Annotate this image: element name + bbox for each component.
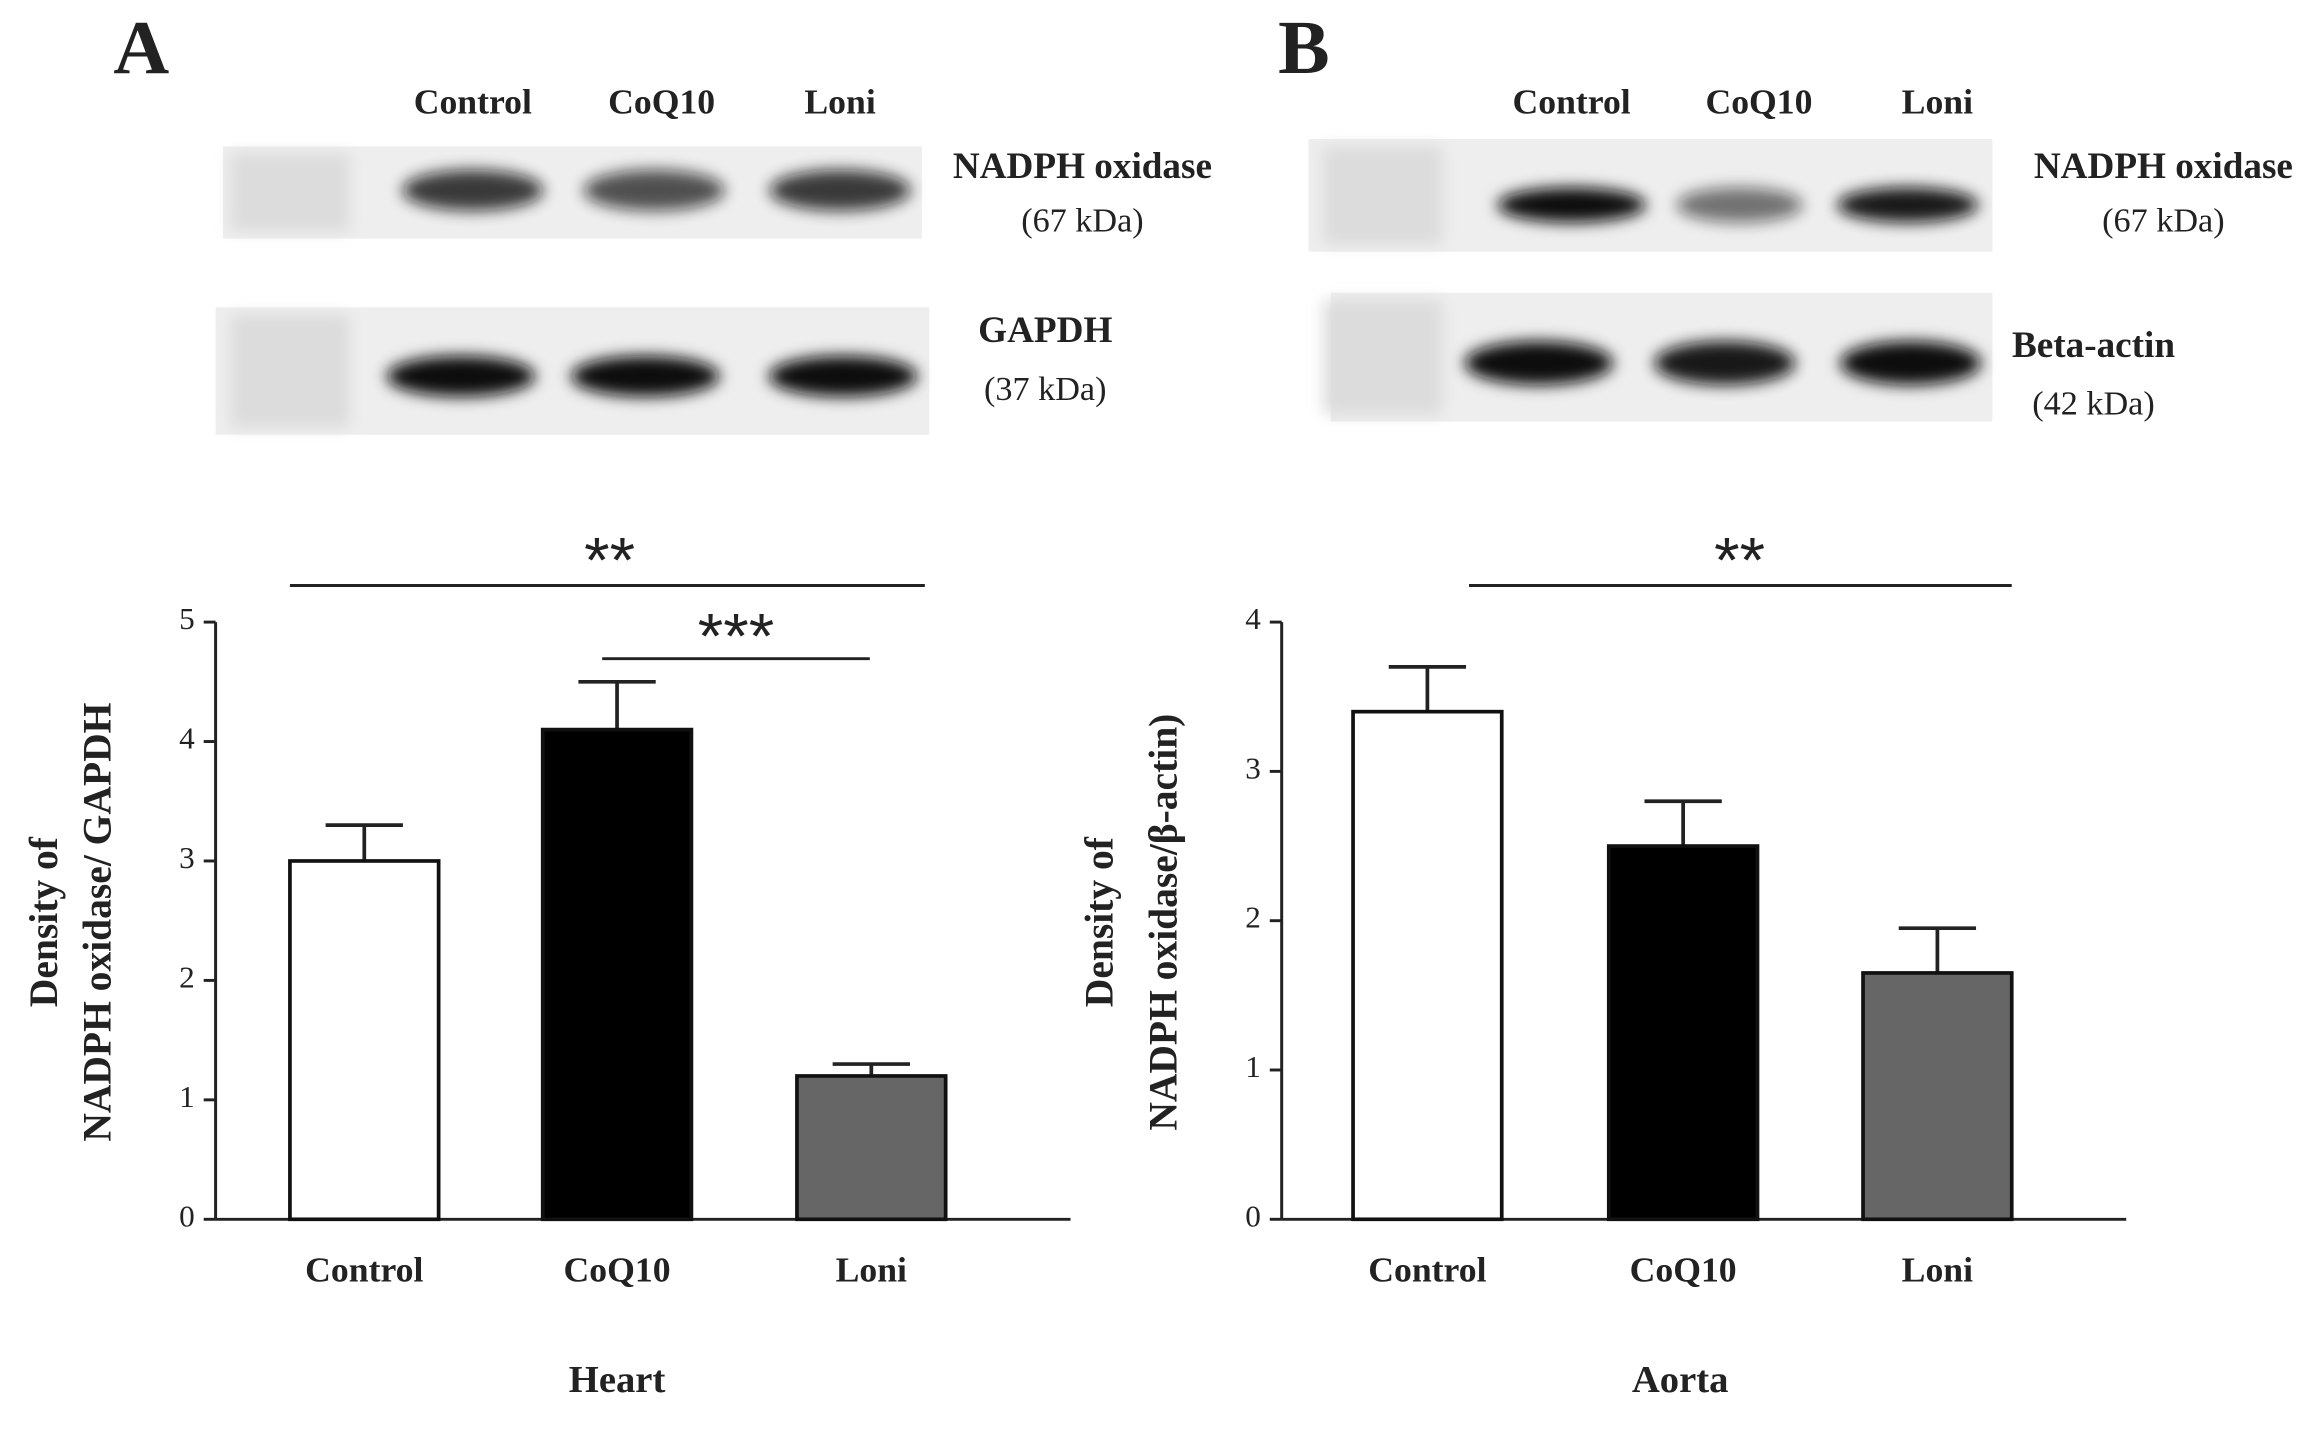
lane-label: Loni (1902, 82, 1974, 122)
lane-label: Control (414, 82, 532, 122)
blot-protein: Beta-actin (2012, 324, 2175, 365)
blot-blank-lane (230, 153, 350, 232)
y-tick-label: 2 (179, 960, 195, 995)
y-tick-label: 4 (1245, 601, 1261, 636)
y-tick-label: 2 (1245, 900, 1261, 935)
y-tick-label: 0 (1245, 1199, 1261, 1234)
y-axis-label: Density of (1077, 836, 1121, 1007)
significance-label: ** (1714, 523, 1765, 595)
blot-band (402, 169, 544, 211)
bar (288, 859, 441, 1222)
blot-band (1837, 187, 1979, 223)
x-tick-label: CoQ10 (1630, 1250, 1737, 1290)
blot-band (1464, 341, 1614, 385)
panel-letter: A (113, 6, 169, 90)
blot-band (1497, 187, 1646, 223)
blot-band (769, 169, 911, 211)
x-tick-label: Control (1368, 1250, 1486, 1290)
blot-band (570, 355, 720, 397)
blot-band (1839, 341, 1982, 385)
panel: A Control CoQ10 Loni NADPH oxidase (67 kDa) GA… (22, 6, 1212, 1401)
y-tick-label: 0 (179, 1199, 195, 1234)
blot-blank-lane (1323, 146, 1443, 245)
lane-label: CoQ10 (608, 82, 715, 122)
y-tick-label: 1 (179, 1079, 195, 1114)
x-tick-label: CoQ10 (564, 1250, 671, 1290)
x-tick-label: Loni (836, 1250, 908, 1290)
blot-protein: NADPH oxidase (2034, 145, 2293, 186)
bar (540, 727, 694, 1222)
y-tick-label: 1 (1245, 1049, 1261, 1084)
significance-label: ** (584, 523, 635, 595)
chart-title: Heart (569, 1359, 666, 1401)
blot-blank-lane (1323, 300, 1443, 415)
bar (795, 1074, 948, 1222)
bar (1606, 844, 1760, 1222)
y-tick-label: 4 (179, 721, 195, 756)
x-tick-label: Control (305, 1250, 423, 1290)
blot-band (1676, 187, 1803, 223)
panel: B Control CoQ10 Loni NADPH oxidase (67 kDa) Be… (1077, 6, 2293, 1401)
blot-protein: NADPH oxidase (953, 145, 1212, 186)
bar (1351, 709, 1504, 1222)
y-tick-label: 3 (179, 840, 195, 875)
bar (1861, 971, 2014, 1222)
blot-protein: GAPDH (978, 309, 1113, 350)
blot-size: (42 kDa) (2032, 386, 2154, 423)
panel-letter: B (1278, 6, 1330, 90)
blot-band (1654, 341, 1796, 385)
y-axis-label: NADPH oxidase/ GAPDH (75, 703, 119, 1142)
blot-size: (37 kDa) (984, 371, 1106, 408)
y-axis-label: Density of (22, 836, 66, 1007)
significance-label: *** (698, 600, 774, 672)
blot-band (768, 355, 918, 397)
blot-band (583, 169, 725, 211)
lane-label: Loni (804, 82, 876, 122)
x-tick-label: Loni (1902, 1250, 1974, 1290)
blot-blank-lane (230, 314, 350, 428)
blot-size: (67 kDa) (2102, 203, 2224, 240)
y-tick-label: 5 (179, 601, 195, 636)
blot-size: (67 kDa) (1021, 203, 1143, 240)
y-tick-label: 3 (1245, 751, 1261, 786)
y-axis-label: NADPH oxidase/β-actin) (1141, 714, 1185, 1131)
lane-label: CoQ10 (1705, 82, 1812, 122)
blot-band (386, 355, 536, 397)
lane-label: Control (1512, 82, 1630, 122)
chart-title: Aorta (1632, 1359, 1729, 1401)
